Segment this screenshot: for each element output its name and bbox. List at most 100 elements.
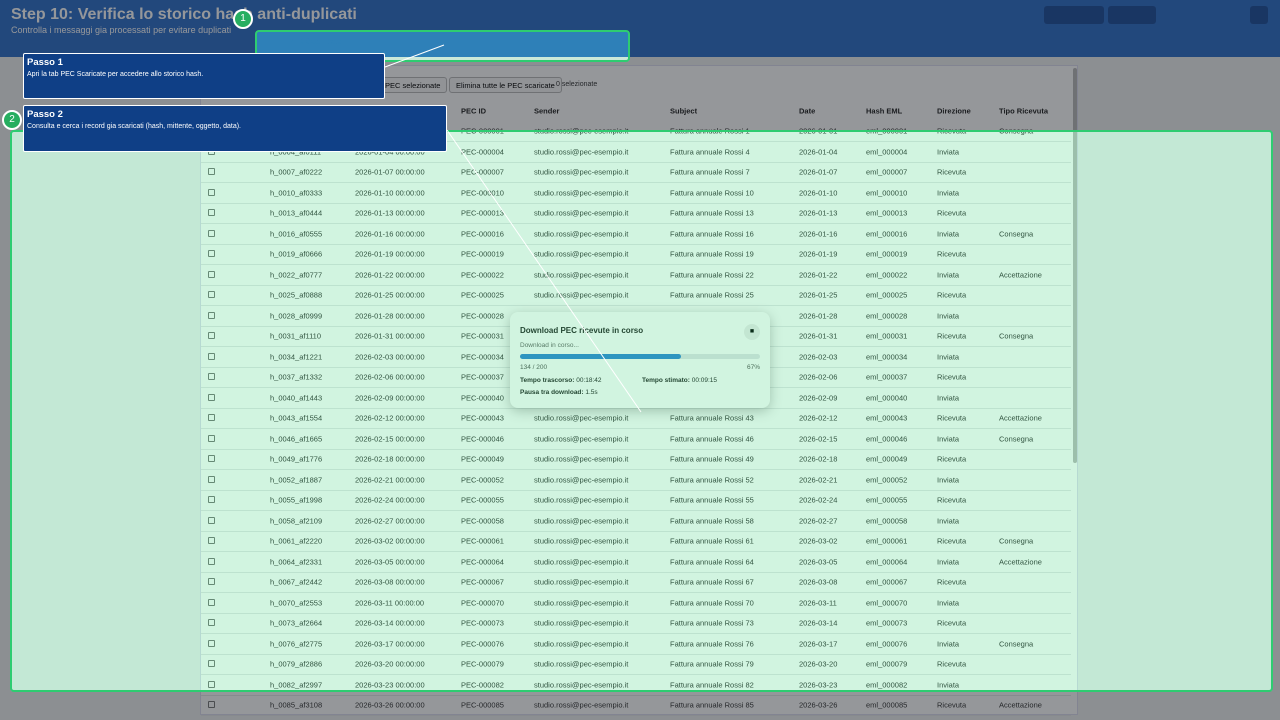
table-cell: 2026-03-08	[799, 578, 837, 587]
table-cell: h_0007_af0222	[270, 168, 322, 177]
table-cell: studio.rossi@pec-esempio.it	[534, 168, 628, 177]
table-cell: eml_000079	[866, 660, 907, 669]
table-cell: eml_000007	[866, 168, 907, 177]
table-cell: h_0046_af1665	[270, 434, 322, 443]
row-checkbox[interactable]	[208, 209, 215, 216]
table-cell: Ricevuta	[937, 455, 966, 464]
row-checkbox[interactable]	[208, 414, 215, 421]
table-cell: eml_000025	[866, 291, 907, 300]
row-checkbox[interactable]	[208, 250, 215, 257]
row-checkbox[interactable]	[208, 578, 215, 585]
table-cell: 2026-03-11	[799, 598, 837, 607]
column-header: Tipo Ricevuta	[999, 107, 1048, 116]
table-cell: 2026-01-19	[799, 250, 837, 259]
table-cell: 2026-02-27	[799, 516, 837, 525]
table-cell: Inviata	[937, 270, 959, 279]
table-cell: Inviata	[937, 516, 959, 525]
table-cell: h_0073_af2664	[270, 619, 322, 628]
header-button[interactable]	[1044, 6, 1104, 24]
table-cell: PEC-000016	[461, 229, 504, 238]
table-cell: PEC-000049	[461, 455, 504, 464]
table-cell: Fattura annuale Rossi 4	[670, 147, 750, 156]
table-cell: eml_000061	[866, 537, 907, 546]
table-cell: studio.rossi@pec-esempio.it	[534, 496, 628, 505]
delete-all-button[interactable]: Elimina tutte le PEC scaricate	[449, 77, 562, 93]
table-cell: 2026-02-09 00:00:00	[355, 393, 425, 402]
stop-button[interactable]: ■	[744, 324, 760, 340]
row-checkbox[interactable]	[208, 680, 215, 688]
table-cell: 2026-01-31 00:00:00	[355, 332, 425, 341]
row-checkbox[interactable]	[208, 393, 215, 401]
table-cell: h_0010_af0333	[270, 188, 322, 197]
table-cell: PEC-000031	[461, 332, 504, 341]
row-checkbox[interactable]	[208, 557, 215, 565]
header-button[interactable]	[1250, 6, 1268, 24]
step-subtitle: Controlla i messaggi gia processati per …	[11, 25, 231, 35]
table-cell: Inviata	[937, 598, 959, 607]
row-checkbox[interactable]	[208, 701, 215, 708]
progress-track	[520, 354, 760, 359]
table-cell: 2026-01-07	[799, 168, 837, 177]
progress-percent: 67%	[747, 364, 760, 371]
row-checkbox[interactable]	[208, 496, 215, 503]
row-checkbox[interactable]	[208, 168, 215, 175]
row-checkbox[interactable]	[208, 188, 215, 196]
table-cell: 2026-01-28	[799, 311, 837, 320]
table-cell: PEC-000076	[461, 639, 504, 648]
table-cell: Fattura annuale Rossi 52	[670, 475, 754, 484]
label: Pausa tra download:	[520, 389, 584, 396]
table-cell: Fattura annuale Rossi 10	[670, 188, 754, 197]
table-cell: 2026-03-14 00:00:00	[355, 619, 425, 628]
table-cell: eml_000004	[866, 147, 907, 156]
header-button[interactable]	[1108, 6, 1156, 24]
row-checkbox[interactable]	[208, 332, 215, 339]
row-checkbox[interactable]	[208, 537, 215, 544]
row-checkbox[interactable]	[208, 660, 215, 667]
table-cell: studio.rossi@pec-esempio.it	[534, 147, 628, 156]
row-checkbox[interactable]	[208, 455, 215, 462]
table-cell: PEC-000019	[461, 250, 504, 259]
row-divider	[201, 715, 1071, 716]
table-cell: Fattura annuale Rossi 46	[670, 434, 754, 443]
row-checkbox[interactable]	[208, 639, 215, 647]
table-cell: studio.rossi@pec-esempio.it	[534, 414, 628, 423]
table-cell: Accettazione	[999, 557, 1042, 566]
row-divider	[201, 182, 1071, 183]
progress-modal: Download PEC ricevute in corso ■ Downloa…	[510, 312, 770, 408]
table-cell: 2026-02-18 00:00:00	[355, 455, 425, 464]
table-cell: Ricevuta	[937, 332, 966, 341]
table-cell: eml_000043	[866, 414, 907, 423]
tab[interactable]: PEC Scaricate	[287, 37, 341, 46]
table-cell: eml_000013	[866, 209, 907, 218]
table-cell: Fattura annuale Rossi 64	[670, 557, 754, 566]
row-checkbox[interactable]	[208, 434, 215, 442]
table-cell: PEC-000013	[461, 209, 504, 218]
scrollbar[interactable]	[1073, 68, 1077, 463]
row-checkbox[interactable]	[208, 516, 215, 524]
table-cell: studio.rossi@pec-esempio.it	[534, 660, 628, 669]
table-cell: 2026-03-17 00:00:00	[355, 639, 425, 648]
row-checkbox[interactable]	[208, 373, 215, 380]
table-cell: 2026-01-19 00:00:00	[355, 250, 425, 259]
table-cell: Fattura annuale Rossi 70	[670, 598, 754, 607]
row-checkbox[interactable]	[208, 229, 215, 237]
row-checkbox[interactable]	[208, 475, 215, 483]
table-cell: PEC-000046	[461, 434, 504, 443]
table-cell: studio.rossi@pec-esempio.it	[534, 639, 628, 648]
table-cell: studio.rossi@pec-esempio.it	[534, 270, 628, 279]
table-cell: eml_000010	[866, 188, 907, 197]
table-cell: h_0037_af1332	[270, 373, 322, 382]
row-checkbox[interactable]	[208, 291, 215, 298]
table-cell: PEC-000040	[461, 393, 504, 402]
row-checkbox[interactable]	[208, 598, 215, 606]
table-cell: PEC-000067	[461, 578, 504, 587]
row-checkbox[interactable]	[208, 352, 215, 360]
row-divider	[201, 571, 1071, 573]
table-cell: 2026-03-23 00:00:00	[355, 680, 425, 689]
row-checkbox[interactable]	[208, 311, 215, 319]
row-checkbox[interactable]	[208, 270, 215, 278]
modal-title: Download PEC ricevute in corso	[520, 326, 643, 335]
row-checkbox[interactable]	[208, 619, 215, 626]
table-cell: studio.rossi@pec-esempio.it	[534, 475, 628, 484]
table-cell: 2026-03-20 00:00:00	[355, 660, 425, 669]
